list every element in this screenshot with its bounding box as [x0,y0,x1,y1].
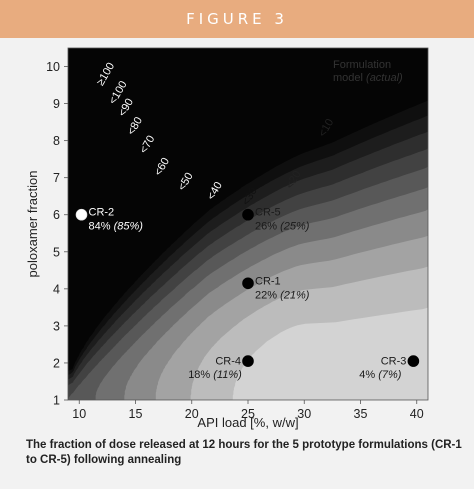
point-model-value: 4% [359,369,378,381]
point-model-value: 26% [255,221,280,233]
point-actual-value: (85%) [114,221,144,233]
point-name: CR-4 [215,356,241,368]
y-tick-label: 4 [53,282,60,296]
contour-regions [68,48,428,400]
point-model-value: 22% [255,289,280,301]
figure-caption: The fraction of dose released at 12 hour… [26,439,462,466]
point-name: CR-1 [255,275,281,287]
legend-subtitle-italic: (actual) [366,72,403,84]
contour-region-11 [68,48,428,400]
x-tick-label: 25 [241,407,255,421]
legend-box: Formulation model (actual) [333,59,403,84]
y-tick-label: 3 [53,319,60,333]
point-actual-value: (7%) [378,369,402,381]
point-cr-2 [75,208,88,221]
point-values: 22% (21%) [255,289,310,301]
point-values: 84% (85%) [89,221,144,233]
contour-chart: <10<20<30<40<50<60<70<80<90<100≥100 10 15… [25,47,429,430]
formulation-points: CR-2 84% (85%) CR-5 26% (25%) CR-1 22% (21%) C… [75,207,420,381]
point-model-value: 18% [188,369,213,381]
y-tick-label: 9 [53,97,60,111]
y-tick-label: 1 [53,394,60,408]
x-tick-label: 40 [410,407,424,421]
x-tick-label: 20 [185,407,199,421]
point-name: CR-5 [255,207,281,219]
point-actual-value: (21%) [280,289,310,301]
y-tick-label: 7 [53,171,60,185]
legend-subtitle: model (actual) [333,72,403,84]
x-axis-ticks: 10 15 20 25 30 35 40 [72,400,424,421]
point-values: 4% (7%) [359,369,402,381]
point-cr-1 [242,277,254,290]
legend-subtitle-plain: model [333,72,366,84]
point-model-value: 84% [89,221,114,233]
legend-title: Formulation [333,59,391,71]
x-tick-label: 35 [354,407,368,421]
y-tick-label: 10 [46,60,60,74]
point-actual-value: (11%) [213,369,242,381]
x-tick-label: 15 [129,407,143,421]
figure-label: FIGURE 3 [186,10,288,28]
y-tick-label: 8 [53,134,60,148]
y-axis-ticks: 1 2 3 4 5 6 7 8 9 10 [46,60,68,408]
figure-banner: FIGURE 3 [0,0,474,38]
x-axis-label: API load [%, w/w] [197,415,298,430]
y-tick-label: 5 [53,245,60,259]
point-values: 18% (11%) [188,369,242,381]
y-tick-label: 6 [53,208,60,222]
point-cr-3 [407,355,420,367]
point-cr-4 [242,355,254,367]
point-cr-5 [242,208,254,221]
y-tick-label: 2 [53,356,60,370]
point-values: 26% (25%) [255,221,310,233]
point-actual-value: (25%) [280,221,310,233]
point-name: CR-3 [381,356,407,368]
x-tick-label: 10 [72,407,86,421]
x-tick-label: 30 [297,407,311,421]
point-name: CR-2 [89,207,115,219]
y-axis-label: poloxamer fraction [25,171,40,278]
